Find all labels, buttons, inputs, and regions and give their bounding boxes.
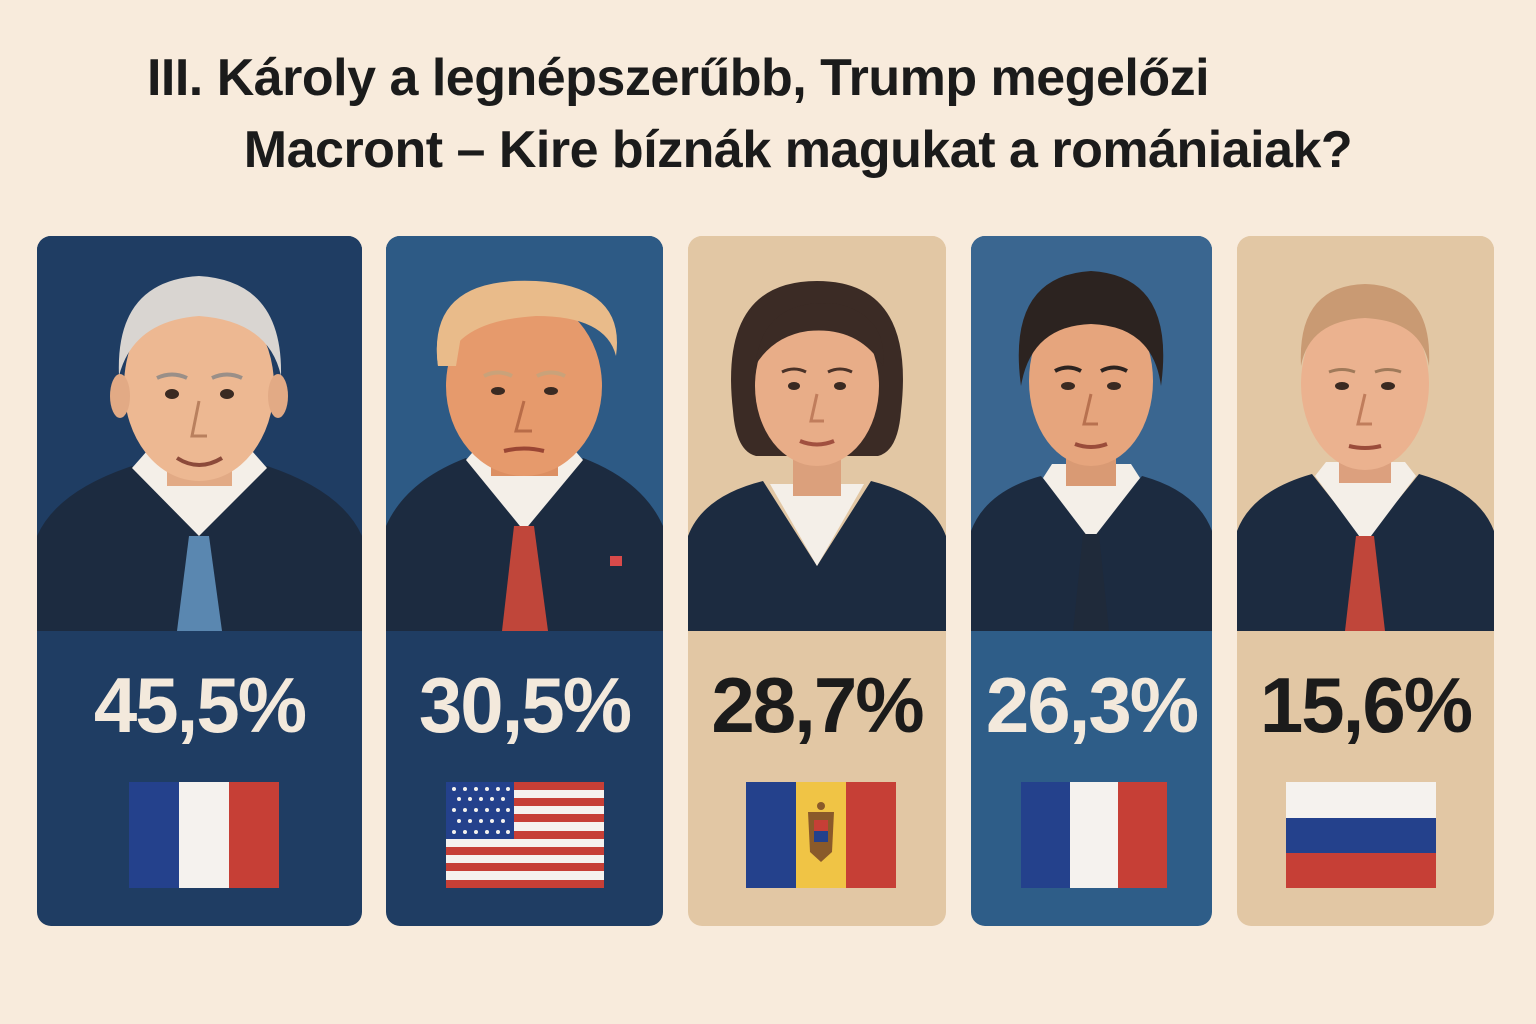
page-title: III. Károly a legnépszerűbb, Trump megel…: [0, 42, 1536, 186]
portrait-macron: [971, 236, 1212, 631]
usa-flag-icon: [446, 782, 604, 888]
card-charles-iii: 45,5%: [37, 236, 362, 926]
moldova-flag-icon: [746, 782, 896, 888]
percentage-value: 30,5%: [418, 661, 632, 749]
card-sandu: 28,7%: [688, 236, 946, 926]
title-line-2: Macront – Kire bíznák magukat a romániai…: [243, 121, 1353, 179]
portrait-charles-iii: [37, 236, 362, 631]
russia-flag-icon: [1286, 782, 1436, 888]
france-flag-icon: [129, 782, 279, 888]
percentage-value: 15,6%: [1259, 661, 1473, 749]
percentage-value: 28,7%: [711, 661, 924, 749]
portrait-sandu: [688, 236, 946, 631]
percentage-value: 45,5%: [93, 661, 307, 749]
portrait-trump: [386, 236, 663, 631]
card-macron: 26,3%: [971, 236, 1212, 926]
france-flag-icon: [1021, 782, 1167, 888]
title-line-1: III. Károly a legnépszerűbb, Trump megel…: [146, 49, 1210, 107]
card-trump: 30,5%: [386, 236, 663, 926]
percentage-value: 26,3%: [985, 661, 1199, 749]
card-putin: 15,6%: [1237, 236, 1494, 926]
portrait-putin: [1237, 236, 1494, 631]
